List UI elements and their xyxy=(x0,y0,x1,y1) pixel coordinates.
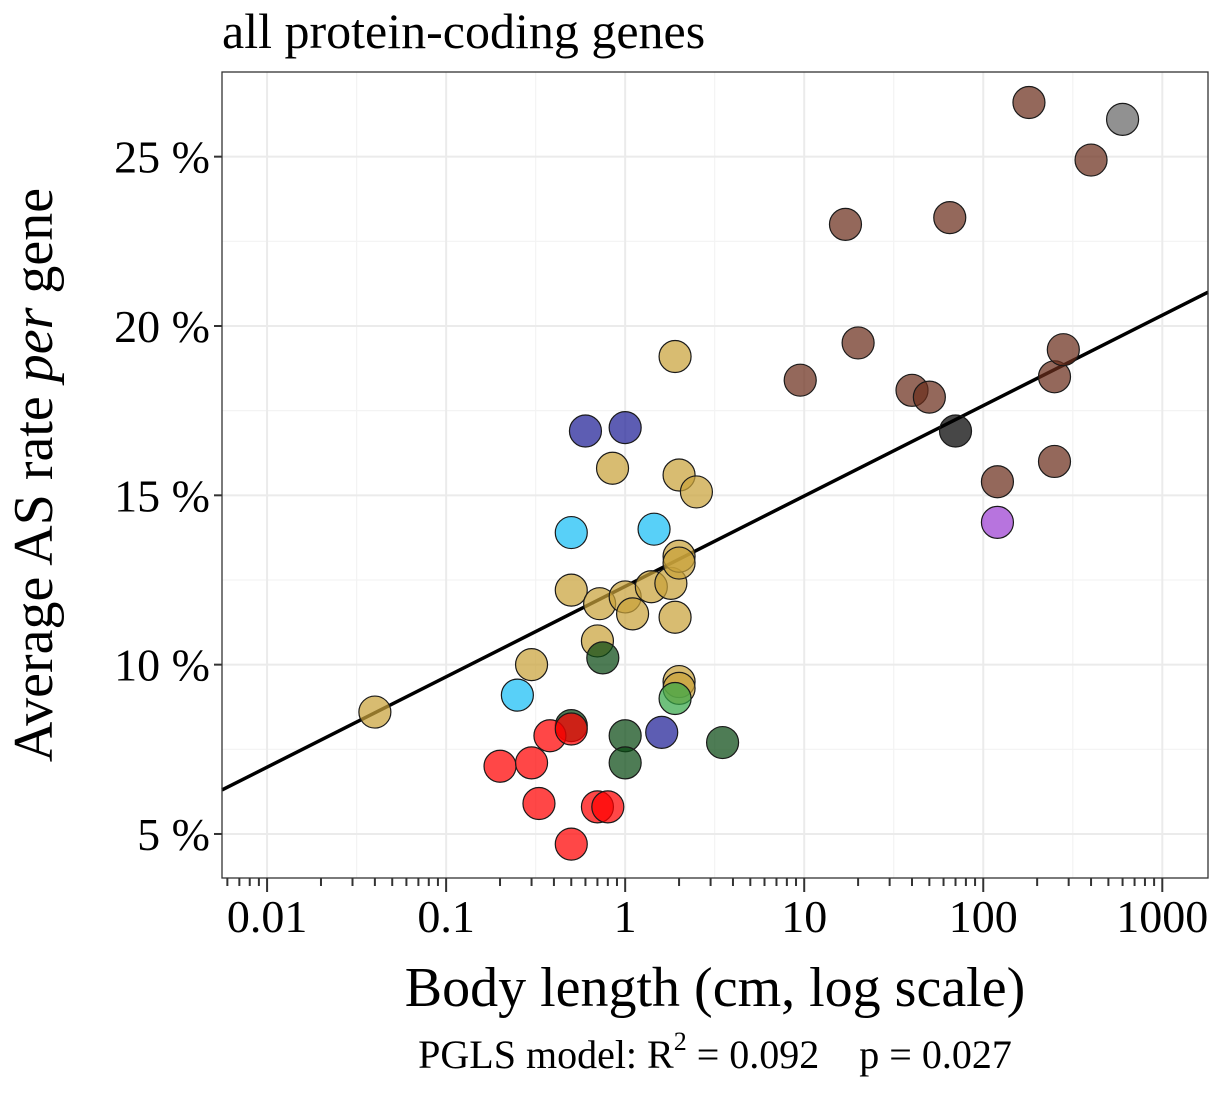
data-point xyxy=(980,505,1015,540)
data-point xyxy=(608,410,642,445)
data-point xyxy=(1037,444,1072,479)
chart-title: all protein-coding genes xyxy=(222,3,705,59)
x-axis-label: Body length (cm, log scale) xyxy=(405,957,1026,1019)
y-tick-label: 25 % xyxy=(114,132,210,183)
data-point xyxy=(554,573,588,607)
y-axis-label-prefix: Average AS rate xyxy=(3,382,65,762)
data-point xyxy=(500,678,534,712)
x-tick-label: 0.1 xyxy=(417,891,475,942)
data-point xyxy=(637,512,671,546)
caption-superscript: 2 xyxy=(674,1027,687,1056)
data-point xyxy=(586,641,620,675)
y-tick-label: 10 % xyxy=(114,640,210,691)
data-point xyxy=(938,414,973,448)
y-tick-label: 5 % xyxy=(137,809,210,860)
data-point xyxy=(933,201,967,235)
x-tick-label: 10 xyxy=(781,891,827,942)
x-tick-label: 1000 xyxy=(1116,891,1208,942)
data-point xyxy=(828,207,863,241)
plot-panel xyxy=(221,71,1209,879)
data-point xyxy=(645,715,679,749)
data-point xyxy=(980,465,1015,499)
data-point xyxy=(514,648,549,682)
data-point xyxy=(658,600,692,634)
data-point xyxy=(554,515,588,550)
data-point xyxy=(595,451,630,485)
data-point xyxy=(591,790,625,824)
data-point xyxy=(554,712,588,746)
data-points xyxy=(358,85,1140,861)
data-point xyxy=(912,380,946,414)
x-tick-label: 100 xyxy=(949,891,1018,942)
data-point xyxy=(483,749,517,783)
data-point xyxy=(615,597,650,631)
y-tick-label: 20 % xyxy=(114,301,210,352)
data-point xyxy=(1074,143,1108,177)
caption-suffix: = 0.092 p = 0.027 xyxy=(687,1032,1012,1077)
x-tick-label: 0.01 xyxy=(227,891,308,942)
y-axis-label-italic: per xyxy=(3,307,65,386)
data-point xyxy=(679,475,714,509)
model-caption: PGLS model: R2 = 0.092 p = 0.027 xyxy=(418,1027,1012,1077)
data-point xyxy=(1105,102,1140,137)
data-point xyxy=(358,695,392,729)
y-axis-label: Average AS rate per gene xyxy=(3,188,65,762)
y-axis-label-suffix: gene xyxy=(3,188,65,308)
data-point xyxy=(522,786,556,821)
data-point xyxy=(705,725,740,760)
y-axis: 5 % 10 % 15 % 20 % 25 % xyxy=(114,132,222,860)
data-point xyxy=(1046,333,1080,367)
data-point xyxy=(662,546,696,580)
data-point xyxy=(1012,85,1046,120)
data-point xyxy=(514,746,549,780)
data-point xyxy=(568,414,603,448)
x-axis: 0.01 0.1 1 10 100 1000 xyxy=(226,878,1208,942)
data-point xyxy=(608,746,642,780)
x-tick-label: 1 xyxy=(614,891,637,942)
data-point xyxy=(783,363,817,397)
y-tick-label: 15 % xyxy=(114,470,210,521)
caption-prefix: PGLS model: R xyxy=(418,1032,674,1077)
data-point xyxy=(554,827,588,861)
data-point xyxy=(658,681,692,716)
data-point xyxy=(841,326,875,360)
data-point xyxy=(658,339,692,374)
